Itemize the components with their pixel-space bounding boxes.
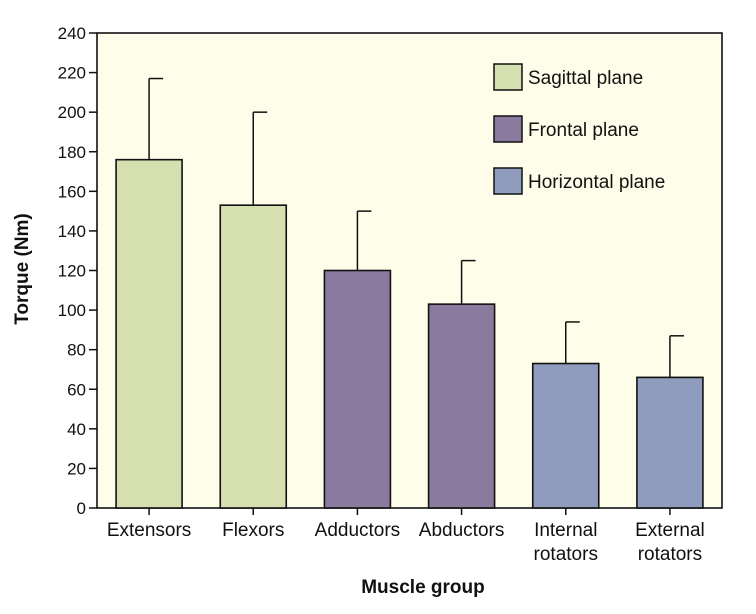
legend: Sagittal plane Frontal plane Horizontal pl… xyxy=(493,63,665,195)
y-tick-label: 140 xyxy=(58,222,86,241)
x-tick-label: Abductors xyxy=(419,520,505,541)
legend-label-horizontal: Horizontal plane xyxy=(528,172,665,193)
plot-frame xyxy=(96,32,723,509)
x-axis-title: Muscle group xyxy=(361,577,485,598)
legend-swatch-sagittal xyxy=(493,63,523,91)
bar xyxy=(323,269,392,509)
x-tick-label: Adductors xyxy=(315,520,401,541)
y-tick-label: 100 xyxy=(58,301,86,320)
x-tick-label: Extensors xyxy=(107,520,191,541)
x-tick-label: Flexors xyxy=(222,520,284,541)
legend-swatch-frontal xyxy=(493,115,523,143)
y-tick-label: 220 xyxy=(58,64,86,83)
bar xyxy=(427,303,496,509)
y-axis: 0 20 40 60 80 100 120 140 160 180 200 220 240 xyxy=(58,24,97,518)
y-tick-label: 120 xyxy=(58,262,86,281)
x-tick-label: External rotators xyxy=(635,520,705,565)
y-tick-label: 240 xyxy=(58,24,86,43)
y-tick-label: 80 xyxy=(67,341,86,360)
bar xyxy=(531,362,600,509)
legend-label-frontal: Frontal plane xyxy=(528,120,639,141)
legend-label-sagittal: Sagittal plane xyxy=(528,68,643,89)
bar xyxy=(219,204,288,509)
legend-swatch-horizontal xyxy=(493,167,523,195)
y-tick-label: 40 xyxy=(67,420,86,439)
plot-area xyxy=(96,32,723,509)
y-tick-label: 200 xyxy=(58,103,86,122)
y-tick-label: 160 xyxy=(58,182,86,201)
y-tick-label: 20 xyxy=(67,459,86,478)
error-bars xyxy=(148,77,684,378)
x-tick-label: Internal rotators xyxy=(534,520,598,565)
y-tick-label: 60 xyxy=(67,380,86,399)
x-axis: Extensors Flexors Adductors Abductors Intern… xyxy=(107,508,705,565)
bar xyxy=(636,376,704,509)
y-tick-label: 180 xyxy=(58,143,86,162)
y-tick-label: 0 xyxy=(77,499,86,518)
y-axis-title: Torque (Nm) xyxy=(12,213,33,325)
bar xyxy=(115,158,183,509)
